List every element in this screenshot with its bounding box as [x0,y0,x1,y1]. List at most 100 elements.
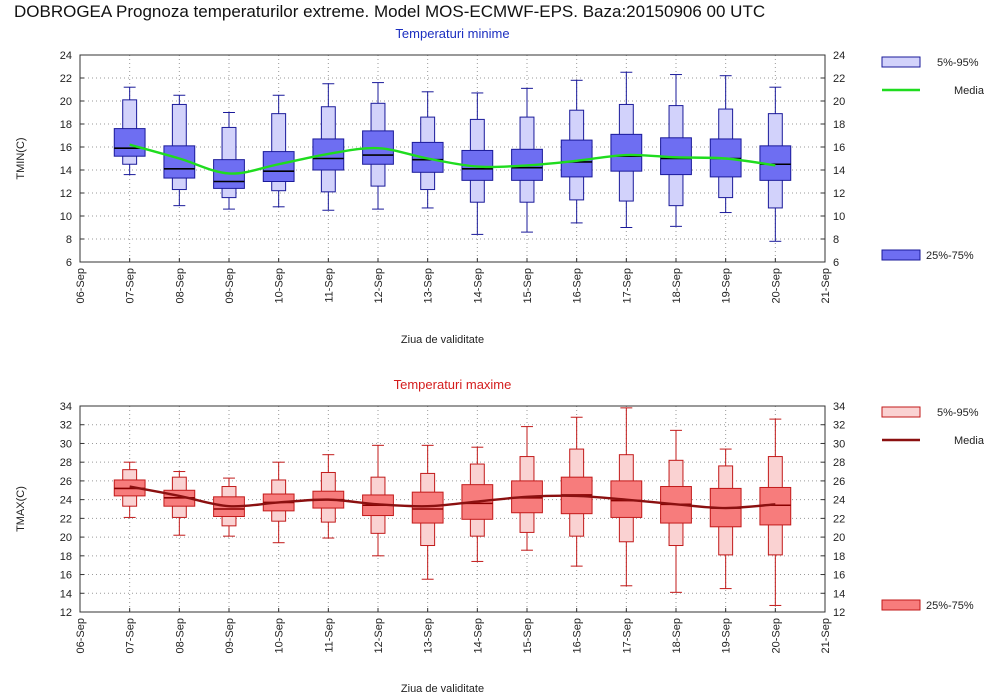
box-25-75 [411,491,444,524]
x-tick-label: 18-Sep [671,268,683,303]
y-tick-label-right: 32 [833,420,845,432]
legend-swatch-25-75 [881,249,921,261]
y-tick-label-right: 8 [833,234,839,246]
x-tick-label: 06-Sep [75,268,87,303]
y-tick-label-right: 12 [833,607,845,619]
y-tick-label-left: 8 [66,234,72,246]
legend-label-25-75: 25%-75% [926,250,974,262]
legend-swatch-25-75 [881,599,921,611]
y-tick-label-right: 12 [833,188,845,200]
y-tick-label-left: 22 [60,73,72,85]
y-tick-label-right: 34 [833,401,845,413]
y-tick-label-right: 20 [833,532,845,544]
y-tick-label-right: 18 [833,119,845,131]
y-tick-label-right: 30 [833,438,845,450]
y-tick-label-right: 10 [833,211,845,223]
x-axis-label: Ziua de validitate [401,683,484,695]
y-tick-label-left: 14 [60,165,72,177]
x-tick-label: 12-Sep [373,268,385,303]
y-tick-label-right: 28 [833,457,845,469]
legend-label-media: Media [954,435,985,447]
x-tick-label: 20-Sep [770,268,782,303]
legend-label-25-75: 25%-75% [926,600,974,612]
box-25-75 [113,128,146,157]
y-tick-label-left: 10 [60,211,72,223]
y-tick-label-right: 24 [833,495,845,507]
legend-label-media: Media [954,85,985,97]
y-tick-label-right: 16 [833,570,845,582]
x-tick-label: 11-Sep [323,618,335,653]
main-title: DOBROGEA Prognoza temperaturilor extreme… [14,2,766,21]
x-tick-label: 07-Sep [125,268,137,303]
y-tick-label-right: 22 [833,73,845,85]
x-tick-label: 14-Sep [472,618,484,653]
x-tick-label: 18-Sep [671,618,683,653]
box-25-75 [610,133,643,172]
media-line [129,143,776,175]
y-tick-label-right: 24 [833,50,845,62]
y-tick-label-left: 32 [60,420,72,432]
y-tick-label-right: 18 [833,551,845,563]
y-tick-label-right: 6 [833,257,839,269]
x-tick-label: 11-Sep [323,268,335,303]
y-tick-label-right: 14 [833,165,845,177]
y-tick-label-left: 18 [60,551,72,563]
x-tick-label: 13-Sep [423,618,435,653]
y-tick-label-left: 12 [60,188,72,200]
x-tick-label: 10-Sep [274,618,286,653]
x-tick-label: 09-Sep [224,618,236,653]
y-tick-label-left: 16 [60,570,72,582]
x-tick-label: 10-Sep [274,268,286,303]
panel-title: Temperaturi maxime [394,377,512,392]
panel-title: Temperaturi minime [395,26,509,41]
x-tick-label: 16-Sep [572,268,584,303]
x-tick-label: 14-Sep [472,268,484,303]
x-tick-label: 21-Sep [820,618,832,653]
legend-swatch-5-95 [881,406,921,418]
x-tick-label: 06-Sep [75,618,87,653]
x-tick-label: 17-Sep [621,268,633,303]
y-tick-label-left: 24 [60,50,72,62]
x-tick-label: 21-Sep [820,268,832,303]
plot-frame [79,54,826,263]
x-axis-label: Ziua de validitate [401,334,484,346]
x-tick-label: 19-Sep [721,618,733,653]
x-tick-label: 16-Sep [572,618,584,653]
x-tick-label: 07-Sep [125,618,137,653]
x-tick-label: 13-Sep [423,268,435,303]
y-tick-label-left: 30 [60,438,72,450]
x-tick-label: 15-Sep [522,618,534,653]
x-tick-label: 20-Sep [770,618,782,653]
y-tick-label-left: 26 [60,476,72,488]
y-tick-label-right: 26 [833,476,845,488]
y-tick-label-left: 28 [60,457,72,469]
tmax-panel: Temperaturi maxime 12 12 14 14 16 16 18 18 20 20 22… [15,377,985,695]
x-tick-label: 15-Sep [522,268,534,303]
y-tick-label-left: 14 [60,588,72,600]
y-tick-label-left: 18 [60,119,72,131]
y-tick-label-right: 16 [833,142,845,154]
y-tick-label-left: 20 [60,532,72,544]
x-tick-label: 17-Sep [621,618,633,653]
y-tick-label-left: 6 [66,257,72,269]
y-tick-label-left: 34 [60,401,72,413]
plot-frame [79,405,826,613]
x-tick-label: 12-Sep [373,618,385,653]
y-tick-label-right: 20 [833,96,845,108]
y-axis-label: TMIN(C) [15,137,27,179]
y-tick-label-left: 16 [60,142,72,154]
legend-swatch-5-95 [881,56,921,68]
y-tick-label-right: 22 [833,513,845,525]
x-tick-label: 09-Sep [224,268,236,303]
y-tick-label-left: 20 [60,96,72,108]
x-tick-label: 19-Sep [721,268,733,303]
y-tick-label-left: 12 [60,607,72,619]
y-tick-label-left: 24 [60,495,72,507]
y-tick-label-right: 14 [833,588,845,600]
y-axis-label: TMAX(C) [15,486,27,532]
tmin-panel: Temperaturi minime 6 6 8 8 10 10 12 12 14 14 16 16 18… [15,26,985,346]
legend-label-5-95: 5%-95% [937,407,979,419]
x-tick-label: 08-Sep [174,618,186,653]
legend-label-5-95: 5%-95% [937,57,979,69]
